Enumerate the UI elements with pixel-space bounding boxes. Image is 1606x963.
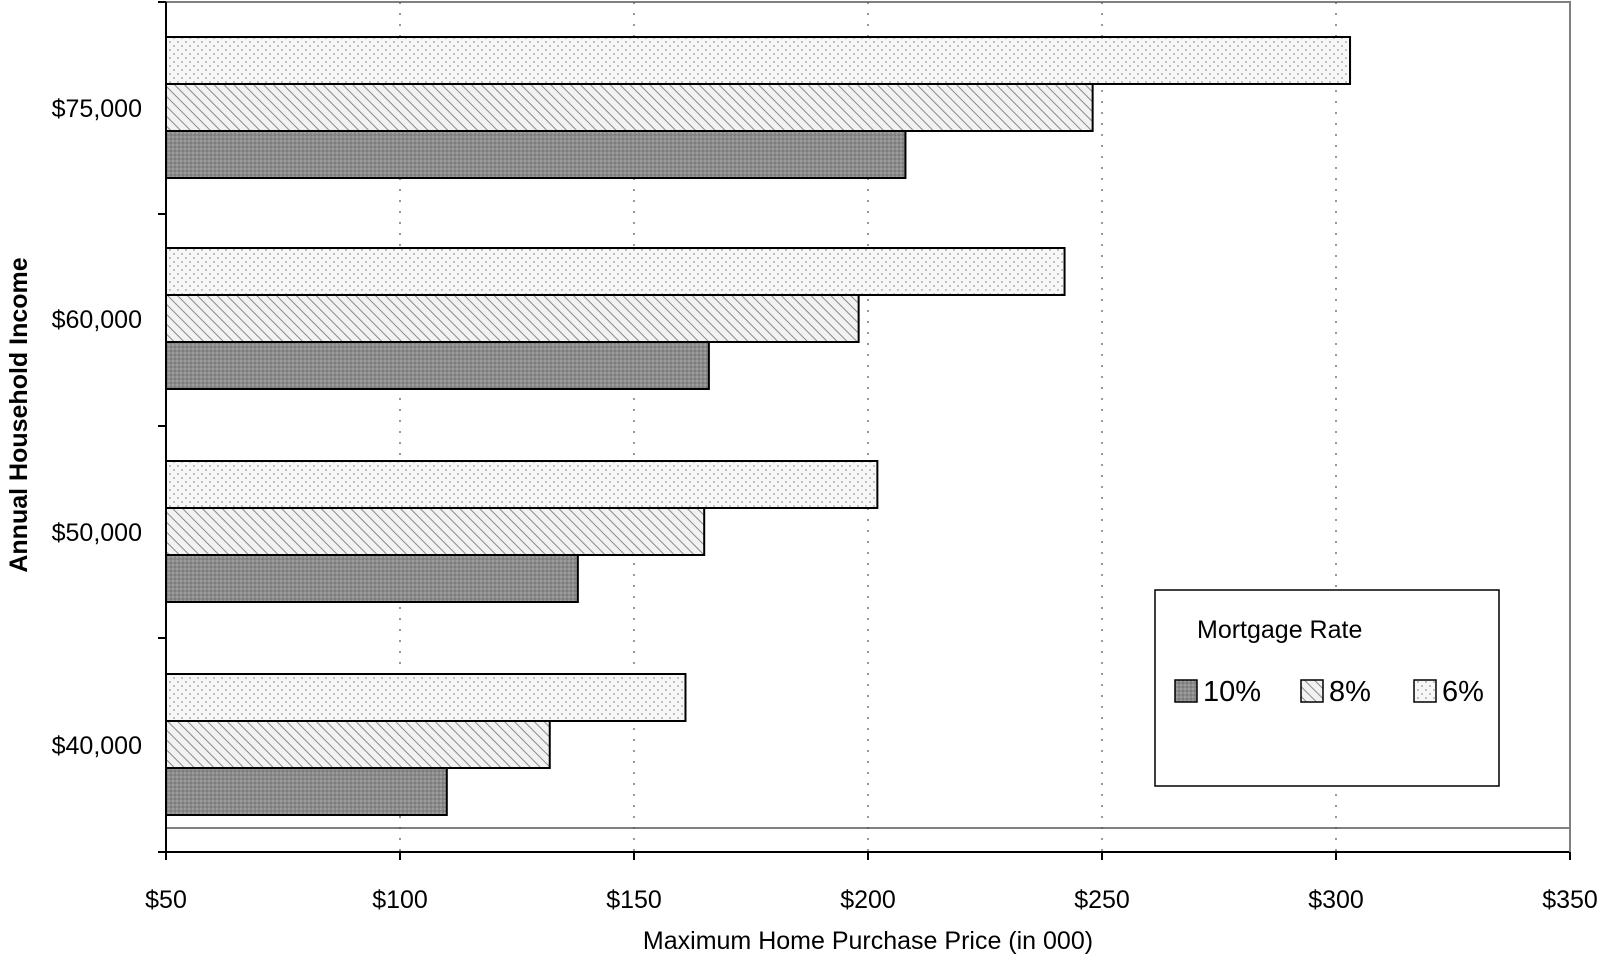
y-tick-label: $40,000 (52, 732, 142, 760)
legend-label-6pct: 6% (1442, 676, 1484, 708)
bar-8pct-60000 (165, 294, 860, 343)
x-tick-label: $200 (840, 886, 896, 914)
bar-8pct-40000 (165, 720, 551, 769)
legend-swatch-8pct (1300, 679, 1324, 703)
bar-10pct-50000 (165, 554, 579, 603)
legend-swatch-6pct (1413, 679, 1437, 703)
bar-8pct-50000 (165, 507, 706, 556)
legend-title: Mortgage Rate (1197, 616, 1362, 644)
bar-10pct-75000 (165, 130, 907, 179)
bar-10pct-40000 (165, 767, 448, 816)
bar-6pct-75000 (165, 36, 1352, 85)
x-tick-label: $150 (606, 886, 662, 914)
x-axis-title: Maximum Home Purchase Price (in 000) (643, 927, 1093, 955)
x-tick-label: $350 (1542, 886, 1598, 914)
bars-group (165, 36, 1352, 816)
x-tick-label: $50 (145, 886, 187, 914)
legend: Mortgage Rate 10% 8% 6% (1154, 589, 1500, 787)
x-tick-label: $300 (1308, 886, 1364, 914)
y-tick-label: $50,000 (52, 519, 142, 547)
bar-8pct-75000 (165, 83, 1094, 132)
bar-6pct-60000 (165, 247, 1066, 296)
axes-group (158, 1, 1571, 860)
x-tick-label: $100 (372, 886, 428, 914)
y-tick-label: $75,000 (52, 95, 142, 123)
y-tick-label: $60,000 (52, 306, 142, 334)
legend-items: 10% 8% 6% (1174, 676, 1484, 708)
bar-6pct-40000 (165, 673, 687, 722)
legend-swatch-10pct (1174, 679, 1198, 703)
y-tick-labels: $40,000 $50,000 $60,000 $75,000 (52, 95, 142, 760)
x-tick-labels: $50 $100 $150 $200 $250 $300 $350 (145, 886, 1598, 914)
bar-6pct-50000 (165, 460, 879, 509)
legend-label-8pct: 8% (1329, 676, 1371, 708)
bar-10pct-60000 (165, 341, 710, 390)
x-tick-label: $250 (1074, 886, 1130, 914)
y-axis-title: Annual Household Income (5, 257, 33, 572)
legend-label-10pct: 10% (1203, 676, 1261, 708)
legend-box (1154, 589, 1500, 787)
